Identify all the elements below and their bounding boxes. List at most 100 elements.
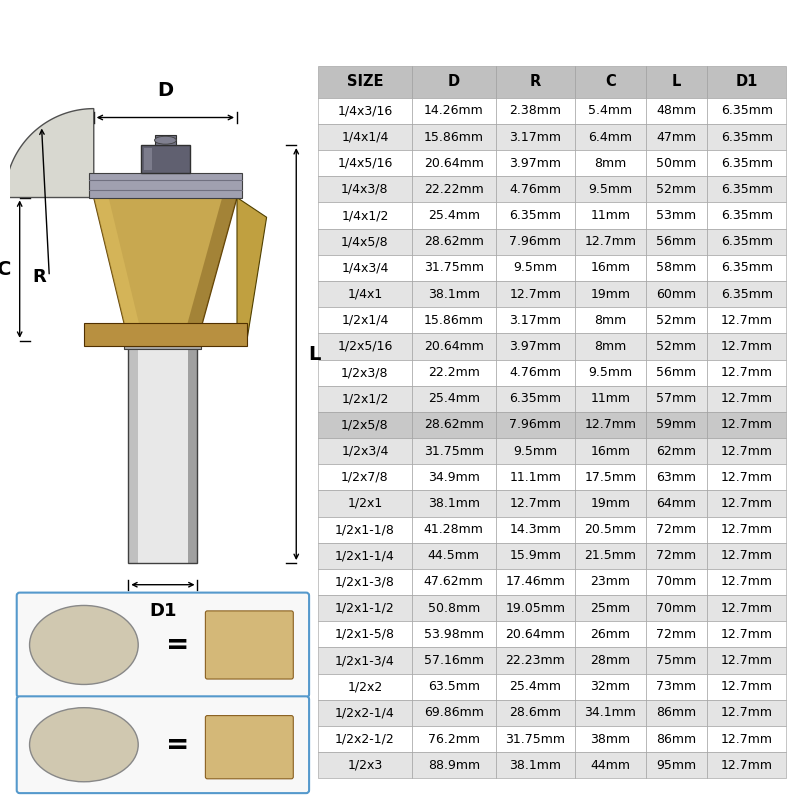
- Text: D1: D1: [735, 74, 758, 90]
- Text: SIZE: SIZE: [346, 74, 383, 90]
- Bar: [646, 700, 707, 726]
- Bar: [707, 124, 786, 150]
- Bar: [707, 66, 786, 98]
- Text: 72mm: 72mm: [657, 523, 697, 536]
- Bar: [646, 490, 707, 517]
- Bar: [318, 412, 412, 438]
- Polygon shape: [94, 198, 143, 341]
- Bar: [574, 517, 646, 542]
- Bar: [574, 569, 646, 595]
- FancyBboxPatch shape: [206, 611, 294, 679]
- Bar: [707, 542, 786, 569]
- Text: C: C: [605, 74, 616, 90]
- Text: 25.4mm: 25.4mm: [510, 680, 562, 693]
- Text: 6.35mm: 6.35mm: [721, 209, 773, 222]
- Text: 72mm: 72mm: [657, 628, 697, 641]
- Text: R: R: [33, 267, 46, 286]
- Bar: [646, 98, 707, 124]
- Bar: [496, 569, 574, 595]
- Bar: [412, 622, 496, 647]
- Bar: [574, 490, 646, 517]
- Bar: [646, 674, 707, 700]
- Text: 6.35mm: 6.35mm: [721, 157, 773, 170]
- Text: 38.1mm: 38.1mm: [428, 287, 480, 301]
- Bar: [574, 595, 646, 622]
- Ellipse shape: [30, 606, 138, 685]
- Text: 5.4mm: 5.4mm: [588, 104, 633, 118]
- Bar: [646, 66, 707, 98]
- Text: 73mm: 73mm: [657, 680, 697, 693]
- Text: 1/2x1-5/8: 1/2x1-5/8: [335, 628, 395, 641]
- Bar: [412, 150, 496, 176]
- Text: 1/4x3/16: 1/4x3/16: [338, 104, 393, 118]
- Bar: [496, 229, 574, 255]
- Text: 58mm: 58mm: [657, 262, 697, 274]
- Text: 1/4x1: 1/4x1: [347, 287, 382, 301]
- Bar: [646, 412, 707, 438]
- Bar: [646, 569, 707, 595]
- Bar: [496, 700, 574, 726]
- Bar: [318, 726, 412, 752]
- Bar: [646, 517, 707, 542]
- Bar: [412, 202, 496, 229]
- Text: 57mm: 57mm: [657, 392, 697, 406]
- Bar: [318, 464, 412, 490]
- Bar: [412, 412, 496, 438]
- Bar: [318, 569, 412, 595]
- Bar: [574, 229, 646, 255]
- Bar: [318, 752, 412, 778]
- Text: 19mm: 19mm: [590, 287, 630, 301]
- Bar: [574, 98, 646, 124]
- Text: 12.7mm: 12.7mm: [584, 418, 636, 431]
- Text: L: L: [672, 74, 682, 90]
- Bar: [574, 176, 646, 202]
- Text: 44mm: 44mm: [590, 758, 630, 772]
- Bar: [707, 726, 786, 752]
- Bar: [128, 341, 198, 563]
- Text: 11mm: 11mm: [590, 209, 630, 222]
- Bar: [496, 674, 574, 700]
- Bar: [188, 341, 198, 563]
- Bar: [707, 229, 786, 255]
- Bar: [707, 255, 786, 281]
- Bar: [646, 438, 707, 464]
- Text: 1/2x1-1/4: 1/2x1-1/4: [335, 550, 394, 562]
- Bar: [646, 150, 707, 176]
- Text: 31.75mm: 31.75mm: [424, 445, 484, 458]
- Ellipse shape: [30, 708, 138, 782]
- Text: 12.7mm: 12.7mm: [721, 602, 773, 614]
- Text: 56mm: 56mm: [657, 235, 697, 248]
- Text: 3.17mm: 3.17mm: [510, 130, 562, 143]
- Bar: [646, 622, 707, 647]
- Text: 8mm: 8mm: [594, 340, 626, 353]
- Text: 32mm: 32mm: [590, 680, 630, 693]
- Bar: [496, 542, 574, 569]
- Bar: [318, 542, 412, 569]
- Text: 12.7mm: 12.7mm: [721, 654, 773, 667]
- Text: 11mm: 11mm: [590, 392, 630, 406]
- Text: L: L: [308, 345, 320, 363]
- Text: =: =: [166, 631, 190, 659]
- Bar: [496, 359, 574, 386]
- Text: 12.7mm: 12.7mm: [721, 628, 773, 641]
- Bar: [646, 726, 707, 752]
- Text: =: =: [166, 730, 190, 758]
- Text: 75mm: 75mm: [657, 654, 697, 667]
- Text: 4.76mm: 4.76mm: [510, 183, 562, 196]
- Bar: [646, 359, 707, 386]
- Bar: [707, 622, 786, 647]
- Text: 12.7mm: 12.7mm: [721, 758, 773, 772]
- Bar: [318, 647, 412, 674]
- Text: 15.9mm: 15.9mm: [510, 550, 562, 562]
- Bar: [318, 490, 412, 517]
- Bar: [574, 307, 646, 334]
- Bar: [574, 202, 646, 229]
- Bar: [707, 490, 786, 517]
- Text: 1/2x1-1/8: 1/2x1-1/8: [335, 523, 395, 536]
- Text: 1/2x7/8: 1/2x7/8: [341, 470, 389, 484]
- Text: 12.7mm: 12.7mm: [721, 470, 773, 484]
- Bar: [154, 135, 176, 145]
- Bar: [412, 647, 496, 674]
- Bar: [707, 464, 786, 490]
- Bar: [646, 176, 707, 202]
